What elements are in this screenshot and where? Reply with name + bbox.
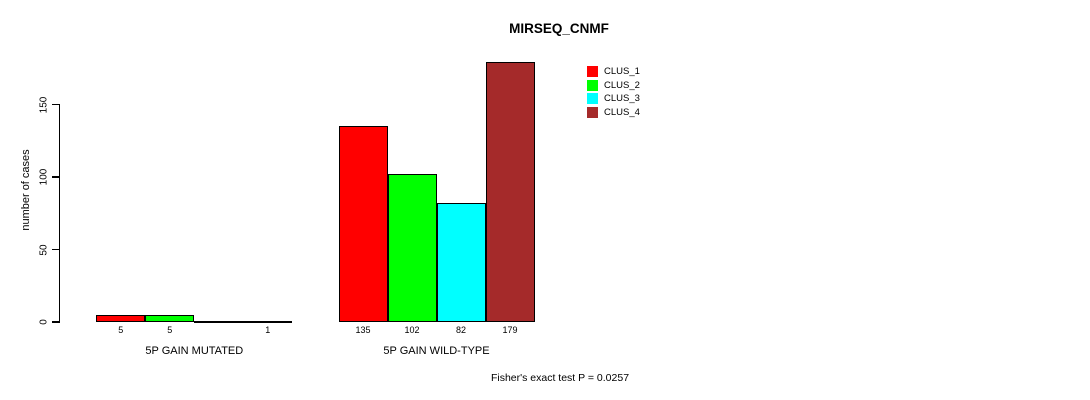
legend-item-label: CLUS_3 [604, 93, 640, 105]
bar-value-label: 5 [167, 325, 173, 335]
legend-item-label: CLUS_2 [604, 79, 640, 91]
y-axis-tick [52, 321, 60, 323]
y-tick-label: 150 [38, 96, 50, 113]
bar-clus_4-2 [485, 62, 535, 322]
bar-clus_2-1 [145, 314, 195, 322]
legend-item-clus_2: CLUS_2 [587, 79, 640, 93]
bar-value-label: 102 [404, 325, 420, 335]
bar-clus_3-2 [436, 203, 486, 322]
y-tick-label: 0 [38, 319, 50, 325]
legend-swatch-icon [587, 93, 598, 105]
category-label: 5P GAIN MUTATED [145, 344, 244, 357]
legend-item-clus_1: CLUS_1 [587, 65, 640, 79]
legend-swatch-icon [587, 66, 598, 78]
bar-clus_2-2 [387, 174, 437, 322]
bar-value-label: 135 [355, 325, 371, 335]
bar-value-label: 5 [118, 325, 124, 335]
y-axis-tick [52, 103, 60, 106]
y-tick-label: 100 [38, 168, 50, 186]
legend: CLUS_1 CLUS_2 CLUS_3 CLUS_4 [587, 65, 640, 119]
bar-value-label: 1 [265, 325, 271, 335]
legend-swatch-icon [587, 79, 598, 91]
legend-item-label: CLUS_4 [604, 106, 640, 118]
bar-value-label: 179 [502, 325, 518, 335]
legend-item-clus_4: CLUS_4 [587, 106, 640, 120]
chart-title: MIRSEQ_CNMF [509, 21, 609, 36]
bar-clus_1-1 [96, 314, 146, 322]
y-axis-tick [52, 176, 60, 178]
legend-swatch-icon [587, 106, 598, 118]
y-axis-label: number of cases [20, 149, 32, 231]
y-axis-tick [52, 248, 60, 251]
category-label: 5P GAIN WILD-TYPE [383, 344, 490, 357]
legend-item-label: CLUS_1 [604, 66, 640, 78]
bar-value-label: 82 [455, 325, 467, 335]
bar-clus_4-1 [243, 320, 293, 323]
footnote: Fisher's exact test P = 0.0257 [490, 372, 630, 384]
legend-item-clus_3: CLUS_3 [587, 92, 640, 106]
bar-clus_3-1 [194, 320, 244, 323]
y-axis-line [58, 104, 60, 322]
bar-clus_1-2 [338, 126, 388, 322]
y-tick-label: 50 [38, 243, 50, 256]
